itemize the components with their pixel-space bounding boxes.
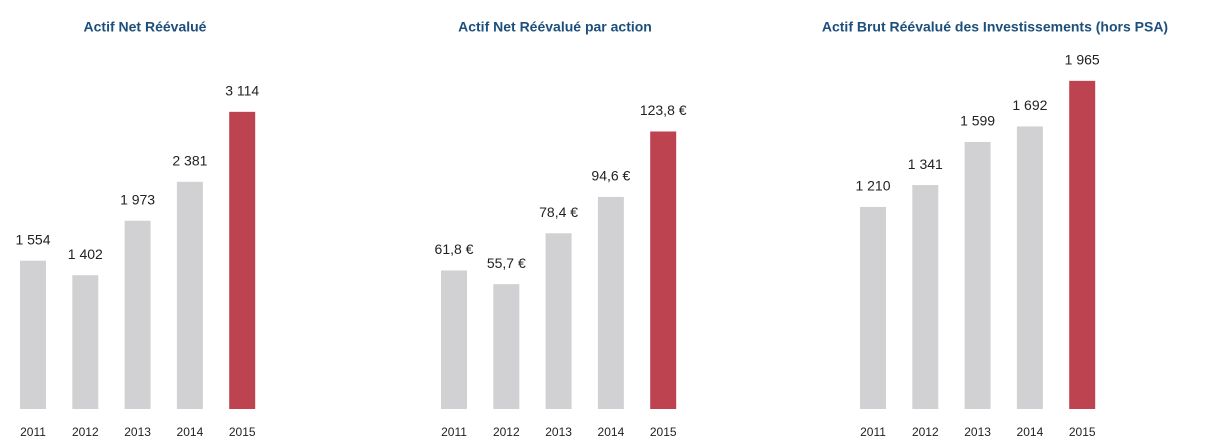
x-tick-label: 2013: [545, 425, 572, 439]
x-tick-label: 2011: [860, 425, 886, 439]
bar: [964, 141, 991, 410]
x-tick-label: 2014: [177, 425, 204, 439]
x-tick-label: 2012: [912, 425, 939, 439]
bar: [493, 284, 520, 409]
value-label: 3 114: [225, 83, 259, 99]
bar: [912, 185, 939, 409]
value-label: 78,4 €: [539, 204, 578, 220]
bar: [229, 111, 256, 410]
value-label: 1 210: [855, 178, 890, 194]
x-tick-label: 2013: [964, 425, 991, 439]
value-label: 55,7 €: [487, 255, 526, 271]
bar: [650, 131, 677, 409]
bar: [860, 206, 886, 409]
bar: [1069, 80, 1096, 409]
value-label: 123,8 €: [640, 102, 687, 118]
value-label: 1 341: [908, 156, 943, 172]
bar: [441, 270, 467, 409]
value-label: 61,8 €: [435, 241, 474, 257]
chart-title: Actif Brut Réévalué des Investissements …: [822, 19, 1168, 35]
bar: [176, 181, 203, 409]
x-tick-label: 2012: [72, 425, 99, 439]
value-label: 1 402: [68, 246, 103, 262]
value-label: 1 599: [960, 113, 995, 129]
x-tick-label: 2015: [650, 425, 677, 439]
x-tick-label: 2014: [598, 425, 625, 439]
x-tick-label: 2014: [1017, 425, 1044, 439]
x-tick-label: 2015: [1069, 425, 1096, 439]
bar: [545, 233, 572, 409]
x-tick-label: 2011: [441, 425, 467, 439]
value-label: 1 692: [1012, 97, 1047, 113]
value-label: 1 554: [15, 231, 50, 247]
chart-title: Actif Net Réévalué par action: [458, 19, 652, 35]
bar: [597, 196, 624, 409]
x-tick-label: 2015: [229, 425, 256, 439]
bar: [72, 275, 99, 409]
value-label: 1 965: [1065, 52, 1100, 68]
x-tick-label: 2011: [20, 425, 46, 439]
x-tick-label: 2013: [124, 425, 151, 439]
chart-title: Actif Net Réévalué: [84, 19, 207, 35]
value-label: 1 973: [120, 191, 155, 207]
bar: [20, 260, 46, 409]
value-label: 2 381: [172, 152, 207, 168]
bar: [1016, 126, 1043, 409]
bar: [124, 220, 151, 409]
x-tick-label: 2012: [493, 425, 520, 439]
value-label: 94,6 €: [591, 168, 630, 184]
